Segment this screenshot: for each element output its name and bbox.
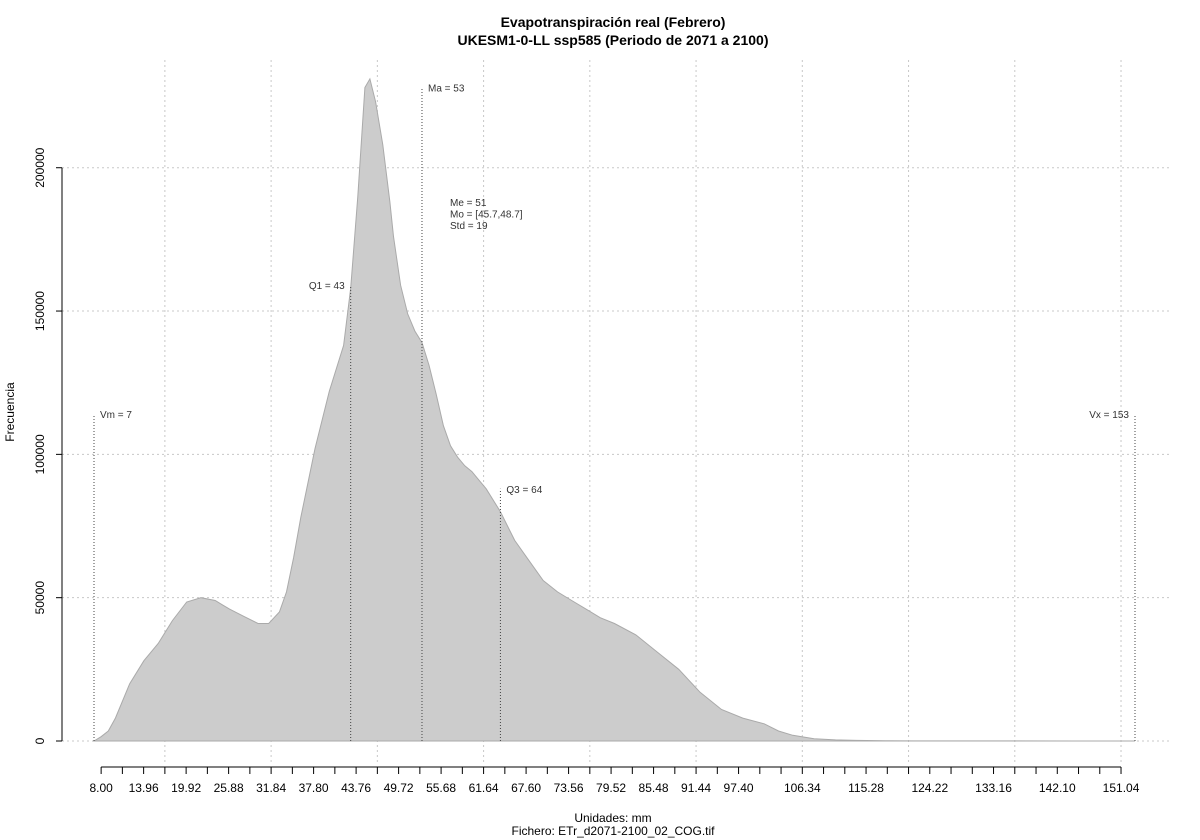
y-tick-label: 50000 [33,581,47,615]
stat-line: Mo = [45.7,48.7] [450,210,523,221]
chart-title: Evapotranspiración real (Febrero) [501,14,726,30]
x-tick-label: 73.56 [554,781,584,795]
reference-lines: Vm = 7 Q1 = 43 Ma = 53 Q3 = 64 Vx = 153 [93,83,1136,741]
chart-subtitle: UKESM1-0-LL ssp585 (Periodo de 2071 a 21… [458,32,769,48]
x-tick-label: 13.96 [129,781,159,795]
y-axis: 0 50000 100000 150000 200000 [33,147,63,744]
x-tick-label: 106.34 [784,781,821,795]
y-tick-label: 200000 [33,147,47,187]
x-axis: 8.00 13.96 19.92 25.88 31.84 37.80 43.76 49.72 5… [89,766,1140,795]
x-tick-label: 8.00 [89,781,113,795]
y-tick-label: 0 [33,737,47,744]
vline-label-vm: Vm = 7 [100,410,132,421]
y-axis-label: Frecuencia [3,382,17,442]
x-tick-label: 43.76 [341,781,371,795]
x-tick-label: 61.64 [469,781,499,795]
file-label: Fichero: ETr_d2071-2100_02_COG.tif [512,824,716,838]
stat-line: Me = 51 [450,198,487,209]
x-tick-label: 19.92 [171,781,201,795]
vline-label-q3: Q3 = 64 [506,485,542,496]
density-area [92,77,1135,742]
vline-label-vx: Vx = 153 [1089,410,1129,421]
x-tick-label: 31.84 [256,781,286,795]
x-tick-label: 142.10 [1039,781,1076,795]
x-tick-label: 55.68 [426,781,456,795]
stat-line: Std = 19 [450,221,488,232]
x-tick-label: 133.16 [975,781,1012,795]
x-tick-label: 115.28 [848,781,884,795]
x-tick-label: 49.72 [384,781,414,795]
vline-label-q1: Q1 = 43 [309,281,345,292]
x-tick-label: 124.22 [911,781,948,795]
vline-label-ma: Ma = 53 [428,83,465,94]
x-tick-label: 85.48 [639,781,669,795]
x-tick-label: 67.60 [511,781,541,795]
x-tick-label: 151.04 [1103,781,1140,795]
x-tick-label: 91.44 [681,781,711,795]
x-tick-label: 97.40 [724,781,754,795]
x-tick-label: 79.52 [596,781,626,795]
x-tick-label: 37.80 [299,781,329,795]
y-tick-label: 100000 [33,434,47,474]
x-axis-label: Unidades: mm [574,811,651,825]
y-tick-label: 150000 [33,291,47,331]
x-tick-label: 25.88 [214,781,244,795]
